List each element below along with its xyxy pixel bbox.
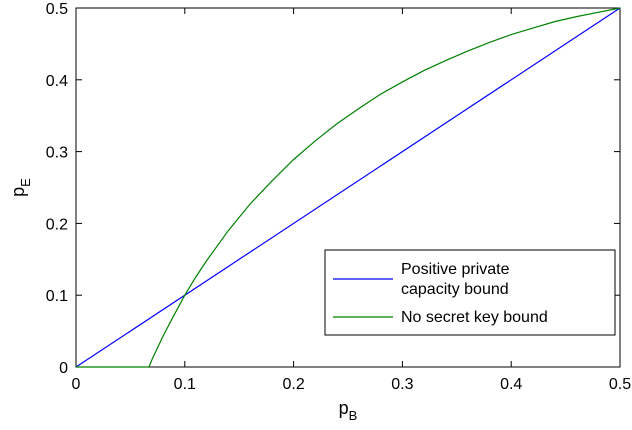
y-axis: 0 0.1 0.2 0.3 0.4 0.5 — [46, 1, 620, 377]
x-axis-label: pB — [339, 398, 358, 423]
x-tick-label: 0.5 — [609, 376, 631, 393]
series-line — [76, 7, 621, 368]
legend-label: No secret key bound — [401, 309, 548, 326]
x-axis: 0 0.1 0.2 0.3 0.4 0.5 — [72, 8, 631, 393]
series-line — [75, 7, 621, 368]
y-tick-label: 0.1 — [46, 288, 68, 305]
x-tick-label: 0.2 — [282, 376, 304, 393]
x-axis-label-main: p — [339, 398, 349, 418]
legend: Positive private capacity bound No secret … — [324, 249, 616, 336]
y-axis-label: pE — [8, 178, 33, 197]
y-tick-label: 0.5 — [46, 1, 68, 18]
legend-label: capacity bound — [401, 281, 509, 298]
legend-label: Positive private — [401, 261, 510, 278]
y-tick-label: 0 — [59, 360, 68, 377]
y-tick-label: 0.2 — [46, 216, 68, 233]
x-tick-label: 0.1 — [174, 376, 196, 393]
y-tick-label: 0.3 — [46, 145, 68, 162]
y-axis-label-main: p — [8, 187, 28, 197]
x-tick-label: 0.3 — [391, 376, 413, 393]
series-layer — [75, 7, 621, 368]
x-axis-label-sub: B — [349, 408, 358, 423]
x-tick-label: 0 — [72, 376, 81, 393]
y-axis-label-sub: E — [18, 178, 33, 187]
legend-box — [324, 249, 616, 336]
x-tick-label: 0.4 — [500, 376, 522, 393]
y-tick-label: 0.4 — [46, 73, 68, 90]
